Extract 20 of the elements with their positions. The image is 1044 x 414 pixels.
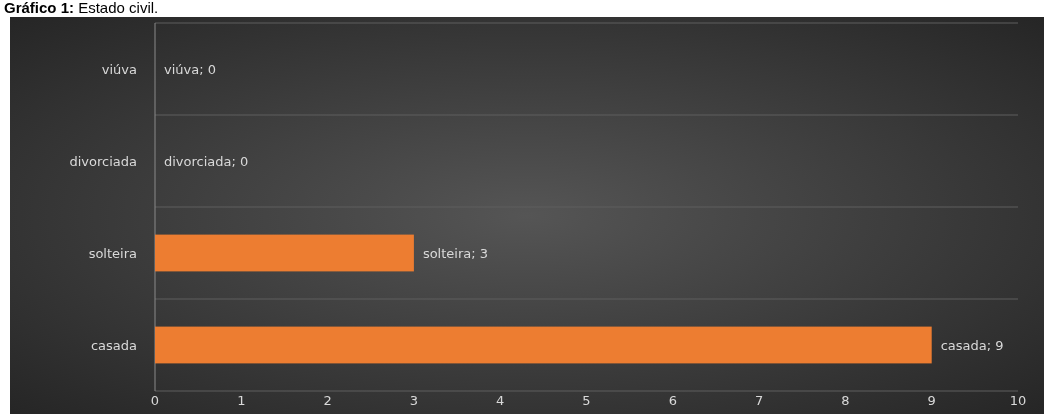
x-tick-label: 0 bbox=[150, 393, 160, 408]
data-label: casada; 9 bbox=[940, 338, 1004, 353]
x-tick-label: 3 bbox=[409, 393, 419, 408]
y-tick-label: solteira bbox=[88, 246, 137, 261]
data-label: viúva; 0 bbox=[164, 62, 216, 77]
x-tick-label: 8 bbox=[841, 393, 850, 408]
x-tick-label: 10 bbox=[1009, 393, 1027, 408]
x-tick-label: 2 bbox=[323, 393, 332, 408]
x-tick-label: 1 bbox=[237, 393, 246, 408]
y-tick-label: divorciada bbox=[69, 154, 137, 169]
y-tick-label: viúva bbox=[101, 62, 137, 77]
x-tick-label: 9 bbox=[927, 393, 936, 408]
x-tick-label: 6 bbox=[668, 393, 677, 408]
x-tick-label: 4 bbox=[496, 393, 505, 408]
data-label: solteira; 3 bbox=[422, 246, 489, 261]
y-tick-label: casada bbox=[90, 338, 137, 353]
x-tick-label: 5 bbox=[582, 393, 591, 408]
x-tick-label: 7 bbox=[754, 393, 764, 408]
chart-title: Gráfico 1: Estado civil. bbox=[4, 0, 159, 16]
data-label: divorciada; 0 bbox=[164, 154, 249, 169]
